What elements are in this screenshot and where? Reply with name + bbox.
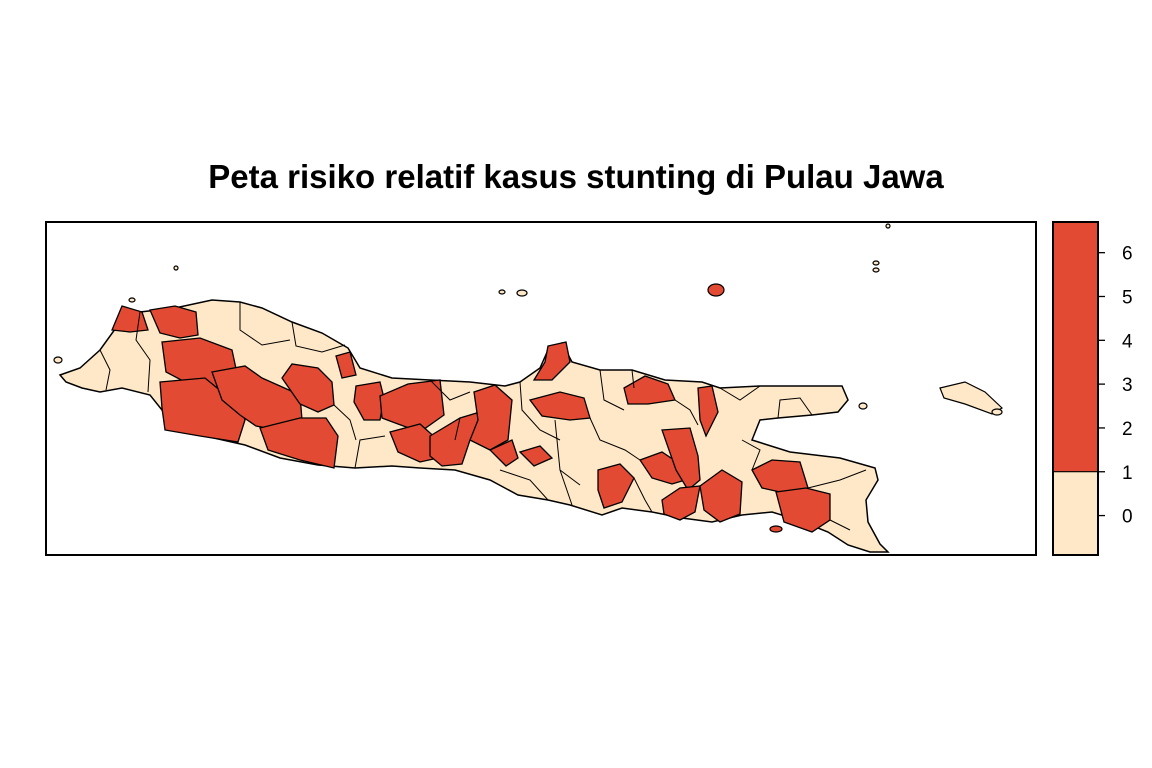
island-small [885,223,891,229]
island-small [872,267,880,273]
region-high [597,463,635,509]
map-title: Peta risiko relatif kasus stunting di Pu… [208,158,944,195]
legend-high-bar [1052,221,1099,473]
island-nusa-barung [769,525,783,533]
island-small [498,289,506,295]
legend-tick-label: 3 [1122,375,1133,396]
region-high [661,485,701,521]
region-high [149,305,199,339]
island-small [516,289,528,297]
region-high [469,384,513,451]
region-high [532,341,571,381]
legend-tick-label: 5 [1122,287,1133,308]
legend-low-bar [1052,471,1099,556]
legend-tick-label: 0 [1122,507,1133,528]
legend-tick-label: 4 [1122,331,1133,352]
legend: 0 1 2 3 4 5 6 [1052,221,1133,556]
region-high [281,363,335,413]
region-high [518,445,554,467]
legend-tick-label: 1 [1122,463,1133,484]
region-high [259,417,339,469]
legend-tick-label: 2 [1122,419,1133,440]
region-high [697,385,719,438]
region-high [488,439,519,467]
island-small [858,402,868,410]
legend-ticks: 0 1 2 3 4 5 6 [1098,244,1133,528]
island-small [128,297,136,303]
region-high [353,381,385,421]
region-high [111,305,149,333]
region-high [661,427,701,491]
island-small [991,408,1003,416]
small-islands [53,223,1003,533]
legend-tick-label: 6 [1122,244,1133,265]
region-high [335,351,357,379]
island-small [53,356,63,364]
region-high [699,469,743,523]
java-map [53,223,1003,553]
legend-frame [1052,221,1099,556]
island-small [872,260,880,266]
high-risk-regions [111,305,831,533]
island-small [173,265,179,271]
island-bawean [707,283,725,297]
regency-boundaries [99,302,867,531]
region-high [379,379,445,433]
